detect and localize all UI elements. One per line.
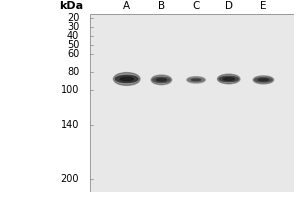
- Ellipse shape: [191, 79, 201, 81]
- Ellipse shape: [120, 77, 133, 81]
- Ellipse shape: [156, 79, 167, 81]
- Text: A: A: [123, 1, 130, 11]
- Text: 40: 40: [67, 31, 79, 41]
- Ellipse shape: [116, 75, 138, 83]
- Ellipse shape: [187, 77, 205, 83]
- Text: 100: 100: [61, 85, 79, 95]
- Text: 50: 50: [67, 40, 79, 50]
- Text: 200: 200: [61, 174, 79, 184]
- Ellipse shape: [151, 75, 172, 85]
- Text: 60: 60: [67, 49, 79, 59]
- Text: D: D: [225, 1, 233, 11]
- FancyBboxPatch shape: [90, 14, 294, 192]
- Text: 20: 20: [67, 13, 79, 23]
- Ellipse shape: [223, 78, 234, 80]
- Ellipse shape: [218, 74, 240, 84]
- Ellipse shape: [255, 78, 272, 82]
- Text: E: E: [260, 1, 267, 11]
- Ellipse shape: [219, 76, 238, 82]
- Text: C: C: [192, 1, 200, 11]
- Text: 140: 140: [61, 120, 79, 130]
- Text: B: B: [158, 1, 165, 11]
- Ellipse shape: [188, 78, 204, 82]
- Ellipse shape: [153, 77, 170, 83]
- Ellipse shape: [253, 76, 274, 84]
- Text: 30: 30: [67, 22, 79, 32]
- Text: 80: 80: [67, 67, 79, 77]
- Ellipse shape: [113, 73, 140, 85]
- Ellipse shape: [258, 79, 268, 81]
- Text: kDa: kDa: [59, 1, 83, 11]
